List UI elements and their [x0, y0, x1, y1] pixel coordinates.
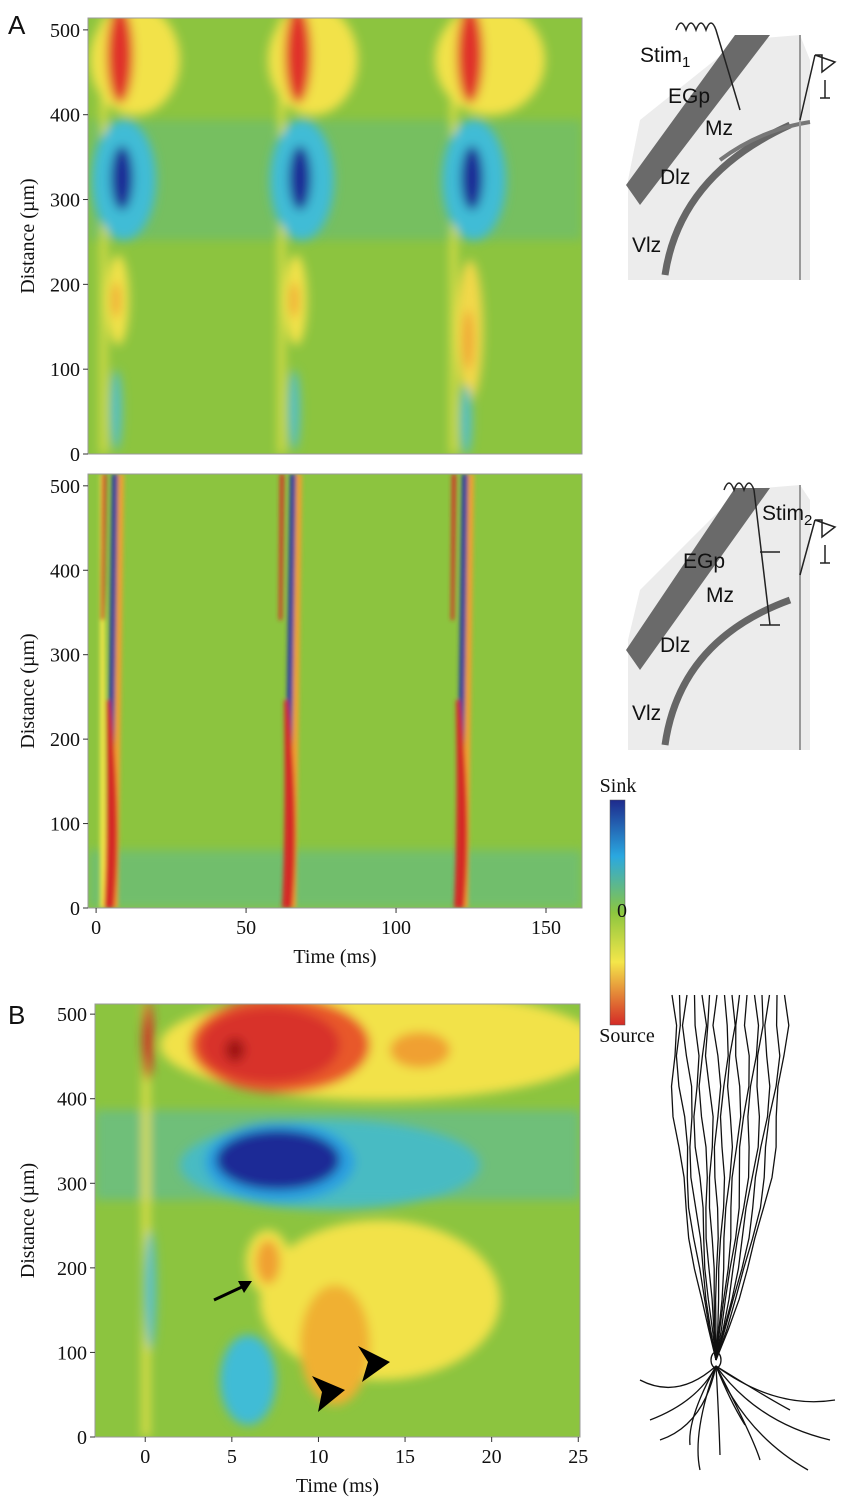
x-tick-label: 25 [568, 1446, 588, 1468]
panel-label: A [8, 10, 26, 40]
x-tick-label: 150 [531, 917, 561, 939]
y-axis-label: Distance (µm) [17, 178, 39, 293]
y-tick-label: 100 [50, 359, 80, 381]
figure: Sink 0 Source A B Stim1 EGp Mz Dlz Vlz S… [0, 0, 843, 1499]
region-label: Vlz [632, 234, 661, 257]
x-tick-label: 5 [227, 1446, 237, 1468]
y-tick-label: 0 [70, 444, 80, 466]
x-tick-label: 0 [140, 1446, 150, 1468]
y-tick-label: 200 [50, 729, 80, 751]
stim-text: Stim [640, 44, 682, 67]
region-label: Dlz [660, 634, 690, 657]
basal-dendrite [698, 1366, 716, 1470]
x-tick-label: 15 [395, 1446, 415, 1468]
y-tick-label: 200 [57, 1258, 87, 1280]
x-tick-label: 50 [236, 917, 256, 939]
stim-text: Stim [762, 502, 804, 525]
y-tick-label: 500 [50, 20, 80, 42]
y-tick-label: 500 [57, 1004, 87, 1026]
y-axis-label: Distance (µm) [17, 633, 39, 748]
stim-subscript: 1 [682, 54, 690, 71]
x-axis-label: Time (ms) [293, 946, 376, 968]
region-label: EGp [683, 550, 725, 573]
colorbar-label: Source [599, 1025, 655, 1047]
y-tick-label: 100 [50, 814, 80, 836]
page: {"panel_labels": ["A", "B"], "chart_data… [0, 0, 843, 1499]
y-tick-label: 400 [50, 560, 80, 582]
basal-dendrite [660, 1366, 716, 1440]
heatmap-pattern [88, 5, 582, 455]
slice-inset: Stim1 EGp Mz Dlz Vlz [626, 23, 835, 280]
neuron-drawing [640, 995, 835, 1470]
basal-dendrite [716, 1366, 808, 1470]
slice-inset: Stim2 EGp Mz Dlz Vlz [626, 483, 835, 750]
y-tick-label: 500 [50, 476, 80, 498]
y-tick-label: 0 [70, 898, 80, 920]
stim-subscript: 2 [804, 512, 812, 529]
heatmap-pattern [95, 990, 600, 1437]
colorbar-label: 0 [617, 900, 627, 922]
y-tick-label: 300 [50, 645, 80, 667]
heatmap-pattern [88, 474, 582, 908]
basal-dendrite [716, 1366, 835, 1402]
y-tick-label: 400 [57, 1089, 87, 1111]
dendrite [699, 995, 716, 1360]
x-tick-label: 20 [482, 1446, 502, 1468]
stim-label: Stim1 [640, 44, 690, 71]
region-label: Mz [706, 584, 734, 607]
y-axis-label: Distance (µm) [17, 1163, 39, 1278]
region-label: Vlz [632, 702, 661, 725]
region-label: Dlz [660, 166, 690, 189]
region-label: Mz [705, 117, 733, 140]
region-label: EGp [668, 85, 710, 108]
y-tick-label: 100 [57, 1342, 87, 1364]
basal-dendrite [716, 1366, 720, 1455]
x-tick-label: 0 [91, 917, 101, 939]
x-tick-label: 100 [381, 917, 411, 939]
panel-label: B [8, 1000, 25, 1030]
y-tick-label: 200 [50, 274, 80, 296]
x-tick-label: 10 [308, 1446, 328, 1468]
y-tick-label: 0 [77, 1427, 87, 1449]
y-tick-label: 300 [50, 190, 80, 212]
y-tick-label: 400 [50, 105, 80, 127]
y-tick-label: 300 [57, 1173, 87, 1195]
colorbar-label: Sink [600, 775, 637, 797]
x-axis-label: Time (ms) [296, 1475, 379, 1497]
